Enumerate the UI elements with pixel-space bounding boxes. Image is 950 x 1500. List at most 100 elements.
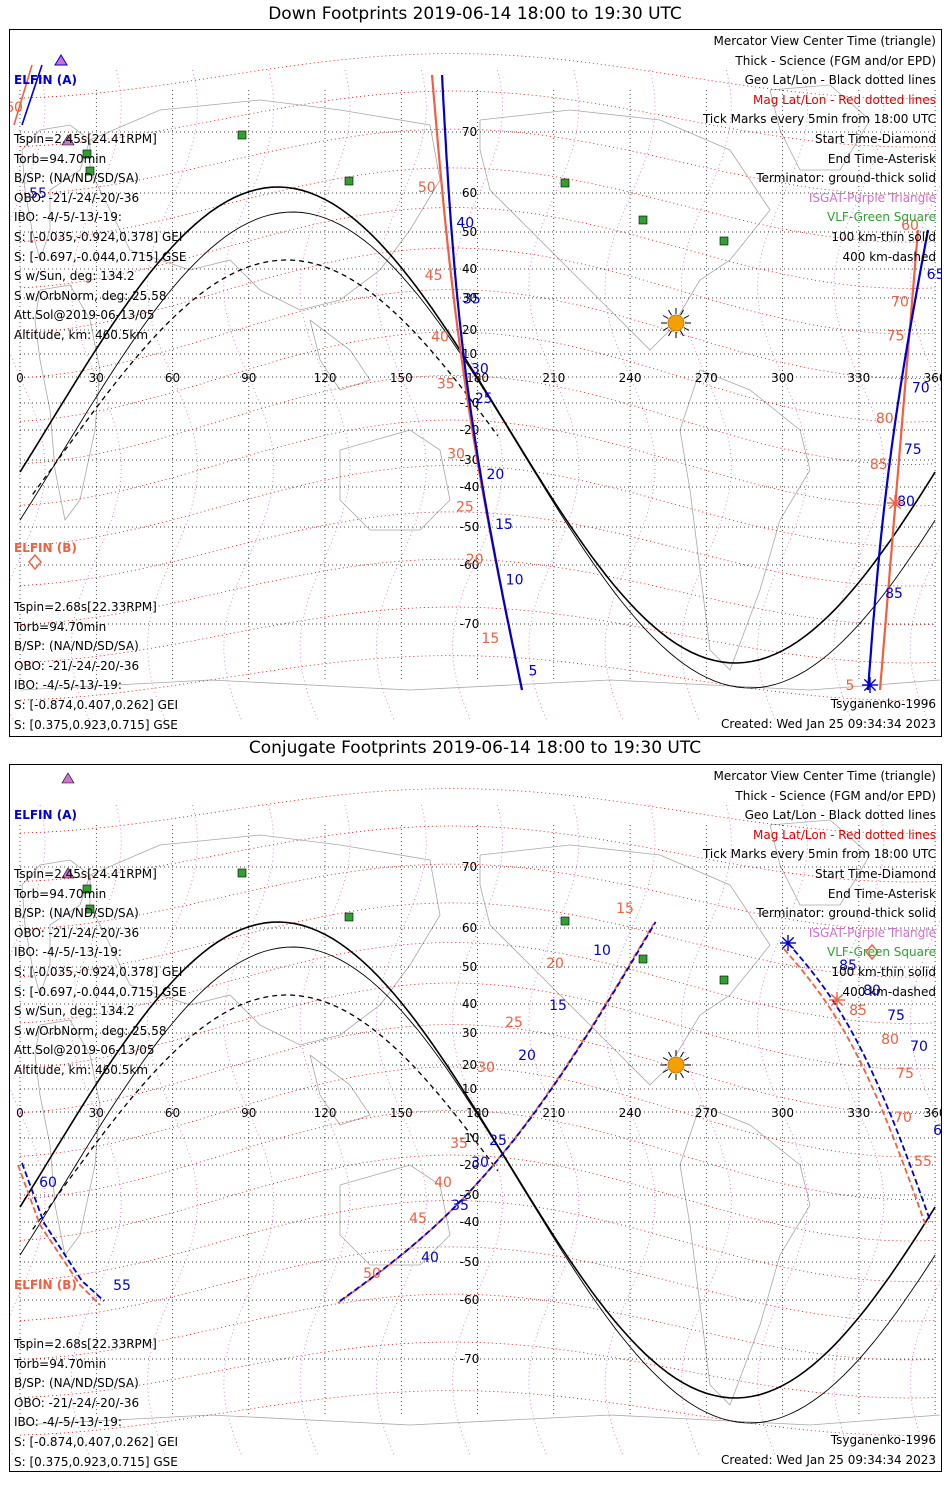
lat-tick-label: -50 — [460, 520, 480, 534]
mag-lat-line — [19, 167, 936, 243]
mag-grid — [19, 53, 936, 701]
elfin-a-track — [440, 74, 524, 691]
legend-item: 400 km-dashed — [842, 984, 936, 999]
vlf-square — [719, 236, 729, 246]
elfin-b-track-mag — [878, 229, 920, 691]
elfin-b-info-line: IBO: -4/-5/-13/-19: — [14, 678, 122, 693]
lon-tick-label: 330 — [847, 1106, 870, 1120]
sun-ray — [668, 330, 672, 337]
elfin-a-tick-label: 5 — [529, 663, 538, 679]
created-timestamp: Created: Wed Jan 25 09:34:34 2023 — [721, 1453, 936, 1467]
lat-tick-label: 20 — [462, 1058, 477, 1072]
elfin-b-conj-track — [787, 942, 932, 1223]
elfin-b-info-line: S: [0.375,0.923,0.715] GSE — [14, 1454, 178, 1469]
mag-lat-line — [19, 289, 936, 379]
view-center-triangle — [61, 772, 75, 784]
legend-item: ISGAT-Purple Triangle — [808, 190, 936, 205]
mag-lat-line — [19, 419, 936, 507]
elfin-b-info-line: Tspin=2.68s[22.33RPM] — [14, 599, 157, 614]
conj-tick-label: 80 — [863, 983, 881, 999]
vlf-square — [560, 916, 570, 926]
elfin-a-conj-track-mag — [337, 923, 655, 1304]
conj-tick-label: 60 — [39, 1175, 57, 1191]
mag-lat-line — [19, 511, 936, 587]
elfin-a-label: ELFIN (A) — [14, 73, 77, 88]
panel-title-conjugate: Conjugate Footprints 2019-06-14 18:00 to… — [248, 738, 702, 758]
lat-tick-label: 70 — [462, 125, 477, 139]
map-layer: 0306090120150180210240270300330360706050… — [10, 53, 941, 721]
terminator-100km — [19, 211, 936, 689]
mag-lat-line — [19, 902, 936, 978]
conj-tick-label: 20 — [546, 956, 564, 972]
sun-ray — [683, 327, 690, 331]
elfin-b-info: ELFIN (B) Tspin=2.68s[22.33RPM] Torb=94.7… — [14, 500, 178, 731]
elfin-a-info-line: Att.Sol@2019-06-13/05 — [14, 308, 155, 323]
conj-tick-label: 80 — [881, 1032, 899, 1048]
mag-lat-line — [19, 1066, 936, 1158]
elfin-b-info-line: IBO: -4/-5/-13/-19: — [14, 1415, 122, 1430]
conj-tick-label: 15 — [616, 901, 634, 917]
lon-tick-label: 240 — [619, 371, 642, 385]
vlf-square — [82, 884, 92, 894]
coastline — [21, 124, 91, 262]
coastline — [21, 859, 91, 997]
elfin-a-info-line: IBO: -4/-5/-13/-19: — [14, 945, 122, 960]
elfin-a-info-line: B/SP: (NA/ND/SD/SA) — [14, 906, 139, 921]
conjugate-footprints-map: 0306090120150180210240270300330360706050… — [10, 772, 941, 1456]
elfin-b-tick-label: 65 — [927, 267, 941, 283]
conj-tick-label: 70 — [894, 1110, 912, 1126]
lon-tick-label: 360 — [924, 1106, 941, 1120]
mag-lat-line — [19, 1110, 936, 1200]
conj-tick-label: 40 — [421, 1250, 439, 1266]
sun-ray — [680, 1051, 684, 1058]
sun-ray — [662, 315, 669, 319]
elfin-a-tick-label: 15 — [481, 631, 499, 647]
mag-lat-line — [19, 788, 936, 834]
coastline — [679, 1104, 811, 1406]
terminator-400km — [32, 994, 499, 1230]
legend-item: VLF-Green Square — [827, 945, 936, 960]
panel-title-down: Down Footprints 2019-06-14 18:00 to 19:3… — [268, 4, 682, 24]
terminator-ground — [19, 921, 936, 1399]
elfin-b-label: ELFIN (B) — [14, 541, 77, 556]
coastline — [34, 284, 101, 521]
coastline — [89, 834, 441, 1046]
elfin-a-conj-wrap — [21, 1162, 105, 1302]
coastlines — [19, 819, 941, 1426]
lat-tick-label: 10 — [462, 347, 477, 361]
orbit-tracks: 5040453540303525302025152010155606570757… — [10, 54, 941, 694]
elfin-a-info-line: S: [-0.035,-0.924,0.378] GEI — [14, 229, 183, 244]
created-timestamp: Created: Wed Jan 25 09:34:34 2023 — [721, 717, 936, 731]
elfin-a-info-line: S w/OrbNorm, deg: 25.58 — [14, 1023, 167, 1038]
elfin-a-info-line: IBO: -4/-5/-13/-19: — [14, 210, 122, 225]
elfin-a-info-line: S: [-0.697,-0.044,0.715] GSE — [14, 984, 187, 999]
vlf-square — [344, 176, 354, 186]
elfin-a-tick-label: 30 — [471, 362, 489, 378]
mag-lat-line — [19, 331, 936, 423]
vlf-square — [85, 904, 95, 914]
lat-tick-label: -70 — [460, 1352, 480, 1366]
sun-icon — [661, 1050, 691, 1080]
legend-item: Geo Lat/Lon - Black dotted lines — [744, 73, 936, 88]
lat-tick-label: -10 — [460, 1131, 480, 1145]
elfin-b-info-line: Tspin=2.68s[22.33RPM] — [14, 1336, 157, 1351]
coastline — [679, 369, 811, 671]
elfin-a-info-line: Torb=94.70min — [14, 886, 107, 901]
conj-tick-label: 75 — [896, 1066, 914, 1082]
legend-item: Thick - Science (FGM and/or EPD) — [735, 53, 936, 68]
sun-ray — [680, 1072, 684, 1079]
legend: Mercator View Center Time (triangle) Thic… — [703, 767, 936, 1002]
sun-ray — [662, 1057, 669, 1061]
elfin-b-tick-label: 60 — [901, 218, 919, 234]
view-center-triangle — [61, 134, 75, 146]
lon-tick-label: 330 — [847, 371, 870, 385]
mag-lat-line — [19, 1246, 936, 1322]
conj-tick-label: 25 — [489, 1133, 507, 1149]
conj-tick-label: 15 — [549, 998, 567, 1014]
vlf-square — [638, 215, 648, 225]
orbit-tracks: 1510201525203025353040354540506055858085… — [17, 772, 941, 1306]
conj-tick-label: 55 — [113, 1278, 131, 1294]
sun-disk — [667, 314, 685, 332]
lon-tick-label: 240 — [619, 1106, 642, 1120]
terminator-400km — [32, 259, 499, 495]
